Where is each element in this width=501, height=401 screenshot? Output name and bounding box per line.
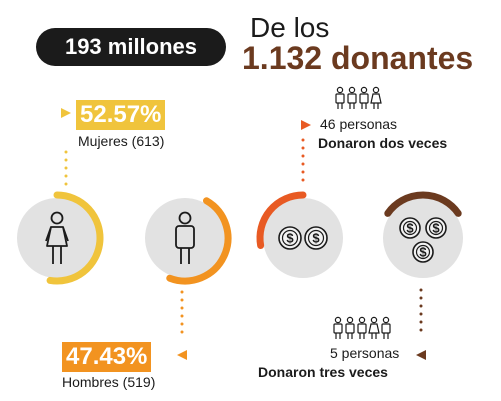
coin-icon: $ <box>278 226 302 250</box>
coin-inner <box>415 244 431 260</box>
mini-legs <box>347 333 353 339</box>
person-icon <box>359 86 369 109</box>
coin-icon: $ <box>304 226 328 250</box>
men-label: Hombres (519) <box>62 374 156 390</box>
person-icon <box>357 316 367 339</box>
woman-head <box>50 211 64 225</box>
thrice-label: Donaron tres veces <box>258 364 388 380</box>
dollar-sign: $ <box>432 221 440 236</box>
thrice-pointer <box>416 350 426 360</box>
person-icon <box>381 316 391 339</box>
mini-legs <box>349 103 355 109</box>
heading-line1: De los <box>250 12 330 43</box>
mini-body <box>370 93 382 104</box>
mini-body <box>335 93 345 104</box>
women-percent: 52.57% <box>76 100 166 130</box>
mini-legs <box>373 103 379 109</box>
men-circle <box>145 198 225 278</box>
twice-count: 46 personas <box>320 116 398 132</box>
man-legs <box>180 248 190 264</box>
mini-head <box>348 86 356 94</box>
coin-inner <box>307 229 325 247</box>
person-icon <box>345 316 355 339</box>
coin-inner <box>402 220 418 236</box>
mini-legs <box>359 333 365 339</box>
woman-icon <box>45 211 69 264</box>
mini-head <box>358 316 366 324</box>
mini-head <box>372 86 380 94</box>
woman-dress <box>46 226 68 247</box>
mini-body <box>347 93 357 104</box>
mini-legs <box>335 333 341 339</box>
coin-icon: $ <box>412 241 434 263</box>
amount-badge: 193 millones <box>36 28 226 66</box>
dollar-sign: $ <box>312 231 320 246</box>
twice-pointer <box>301 120 311 130</box>
twice-circle <box>263 198 343 278</box>
dollar-sign: $ <box>286 231 294 246</box>
mini-head <box>336 86 344 94</box>
mini-body <box>345 323 355 334</box>
person-icon <box>335 86 345 109</box>
person-icon <box>333 316 343 339</box>
mini-head <box>360 86 368 94</box>
twice-arc <box>256 191 307 249</box>
coin-icon: $ <box>399 217 421 239</box>
thrice-circle <box>383 198 463 278</box>
mini-body <box>381 323 391 334</box>
coin-inner <box>281 229 299 247</box>
coin-inner <box>428 220 444 236</box>
mini-head <box>382 316 390 324</box>
mini-head <box>346 316 354 324</box>
man-head <box>178 211 192 225</box>
men-pointer <box>177 350 187 360</box>
thrice-count: 5 personas <box>330 345 400 361</box>
thrice-arc <box>384 191 462 217</box>
women-pointer <box>61 108 71 118</box>
woman-legs <box>52 246 62 264</box>
man-torso <box>175 225 195 249</box>
woman-arms <box>45 226 69 242</box>
mini-body <box>368 323 380 334</box>
mini-body <box>357 323 367 334</box>
coin-icon: $ <box>425 217 447 239</box>
mini-head <box>334 316 342 324</box>
dollar-sign: $ <box>419 245 427 260</box>
dollar-sign: $ <box>406 221 414 236</box>
men-arc <box>166 197 232 285</box>
men-percent: 47.43% <box>62 342 152 372</box>
women-arc <box>46 191 104 285</box>
mini-legs <box>361 103 367 109</box>
mini-legs <box>383 333 389 339</box>
person-icon <box>368 316 380 339</box>
person-icon <box>370 86 382 109</box>
person-icon <box>347 86 357 109</box>
mini-legs <box>371 333 377 339</box>
mini-body <box>359 93 369 104</box>
man-icon <box>175 211 195 264</box>
mini-legs <box>337 103 343 109</box>
women-label: Mujeres (613) <box>78 133 165 149</box>
women-circle <box>17 198 97 278</box>
mini-head <box>370 316 378 324</box>
twice-label: Donaron dos veces <box>318 135 448 151</box>
heading-donor-total: 1.132 donantes <box>242 40 474 76</box>
mini-body <box>333 323 343 334</box>
